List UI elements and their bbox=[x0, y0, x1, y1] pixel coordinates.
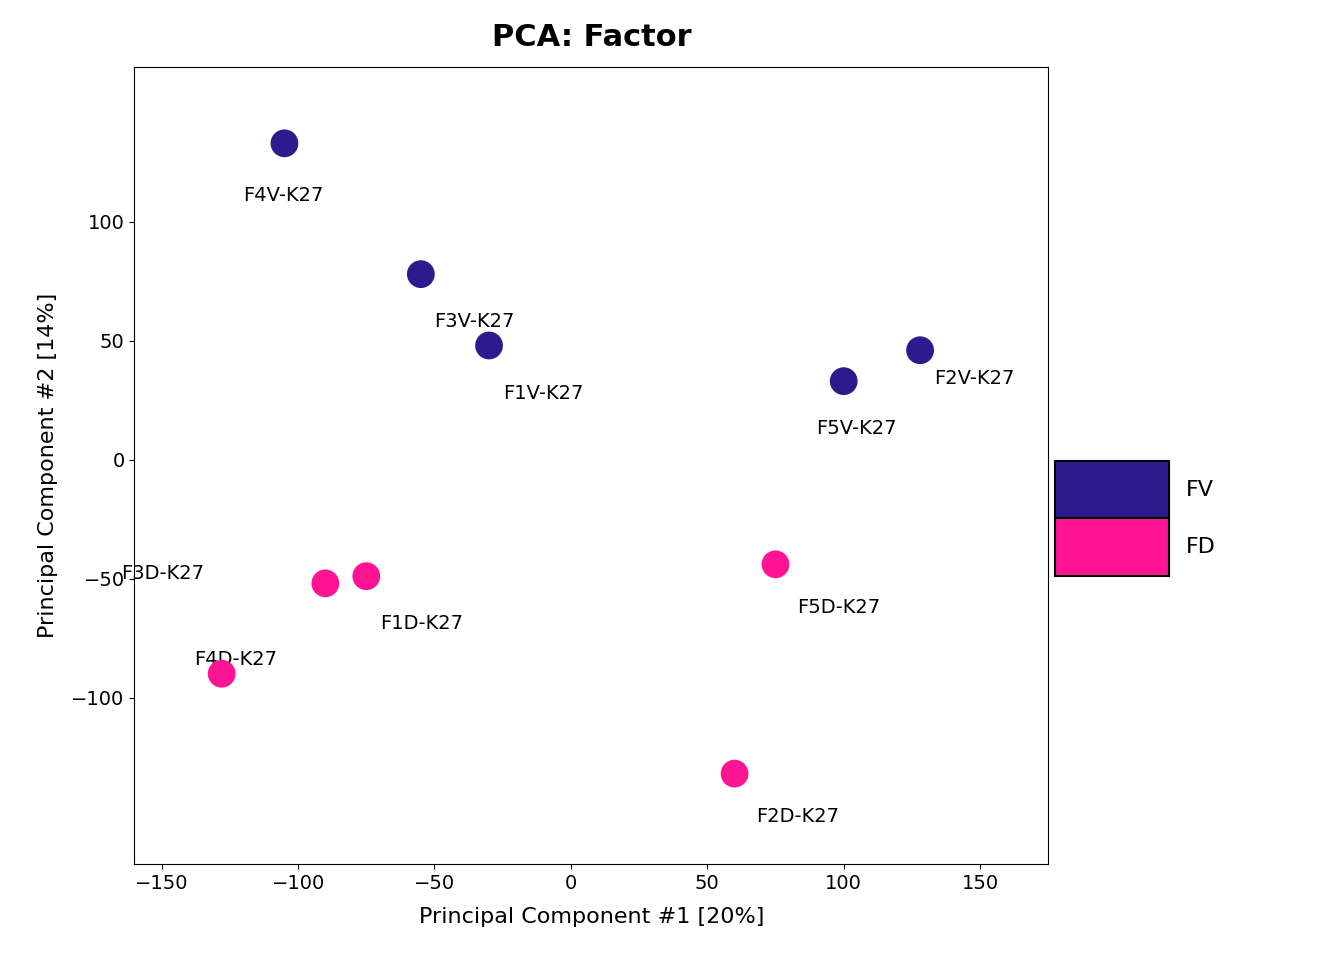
Point bbox=[765, 557, 786, 572]
Text: F1V-K27: F1V-K27 bbox=[503, 384, 583, 402]
Text: F5V-K27: F5V-K27 bbox=[816, 420, 896, 438]
Text: F3V-K27: F3V-K27 bbox=[434, 312, 515, 331]
Text: F3D-K27: F3D-K27 bbox=[121, 564, 204, 584]
Point bbox=[410, 267, 431, 282]
Point bbox=[478, 338, 500, 353]
Text: FD: FD bbox=[1185, 538, 1215, 557]
Point bbox=[356, 568, 378, 584]
Text: F4V-K27: F4V-K27 bbox=[243, 186, 324, 205]
Text: F2V-K27: F2V-K27 bbox=[934, 370, 1015, 388]
Text: FV: FV bbox=[1185, 480, 1214, 499]
Text: F2D-K27: F2D-K27 bbox=[757, 807, 840, 826]
Y-axis label: Principal Component #2 [14%]: Principal Component #2 [14%] bbox=[38, 293, 58, 638]
Text: F1D-K27: F1D-K27 bbox=[380, 614, 462, 634]
X-axis label: Principal Component #1 [20%]: Principal Component #1 [20%] bbox=[419, 906, 763, 926]
Point bbox=[211, 666, 233, 682]
Point bbox=[833, 373, 855, 389]
Text: F4D-K27: F4D-K27 bbox=[195, 650, 277, 669]
Point bbox=[910, 343, 931, 358]
Point bbox=[724, 766, 746, 781]
Text: F5D-K27: F5D-K27 bbox=[797, 598, 880, 616]
Point bbox=[314, 576, 336, 591]
Point bbox=[274, 135, 296, 151]
Title: PCA: Factor: PCA: Factor bbox=[492, 23, 691, 53]
